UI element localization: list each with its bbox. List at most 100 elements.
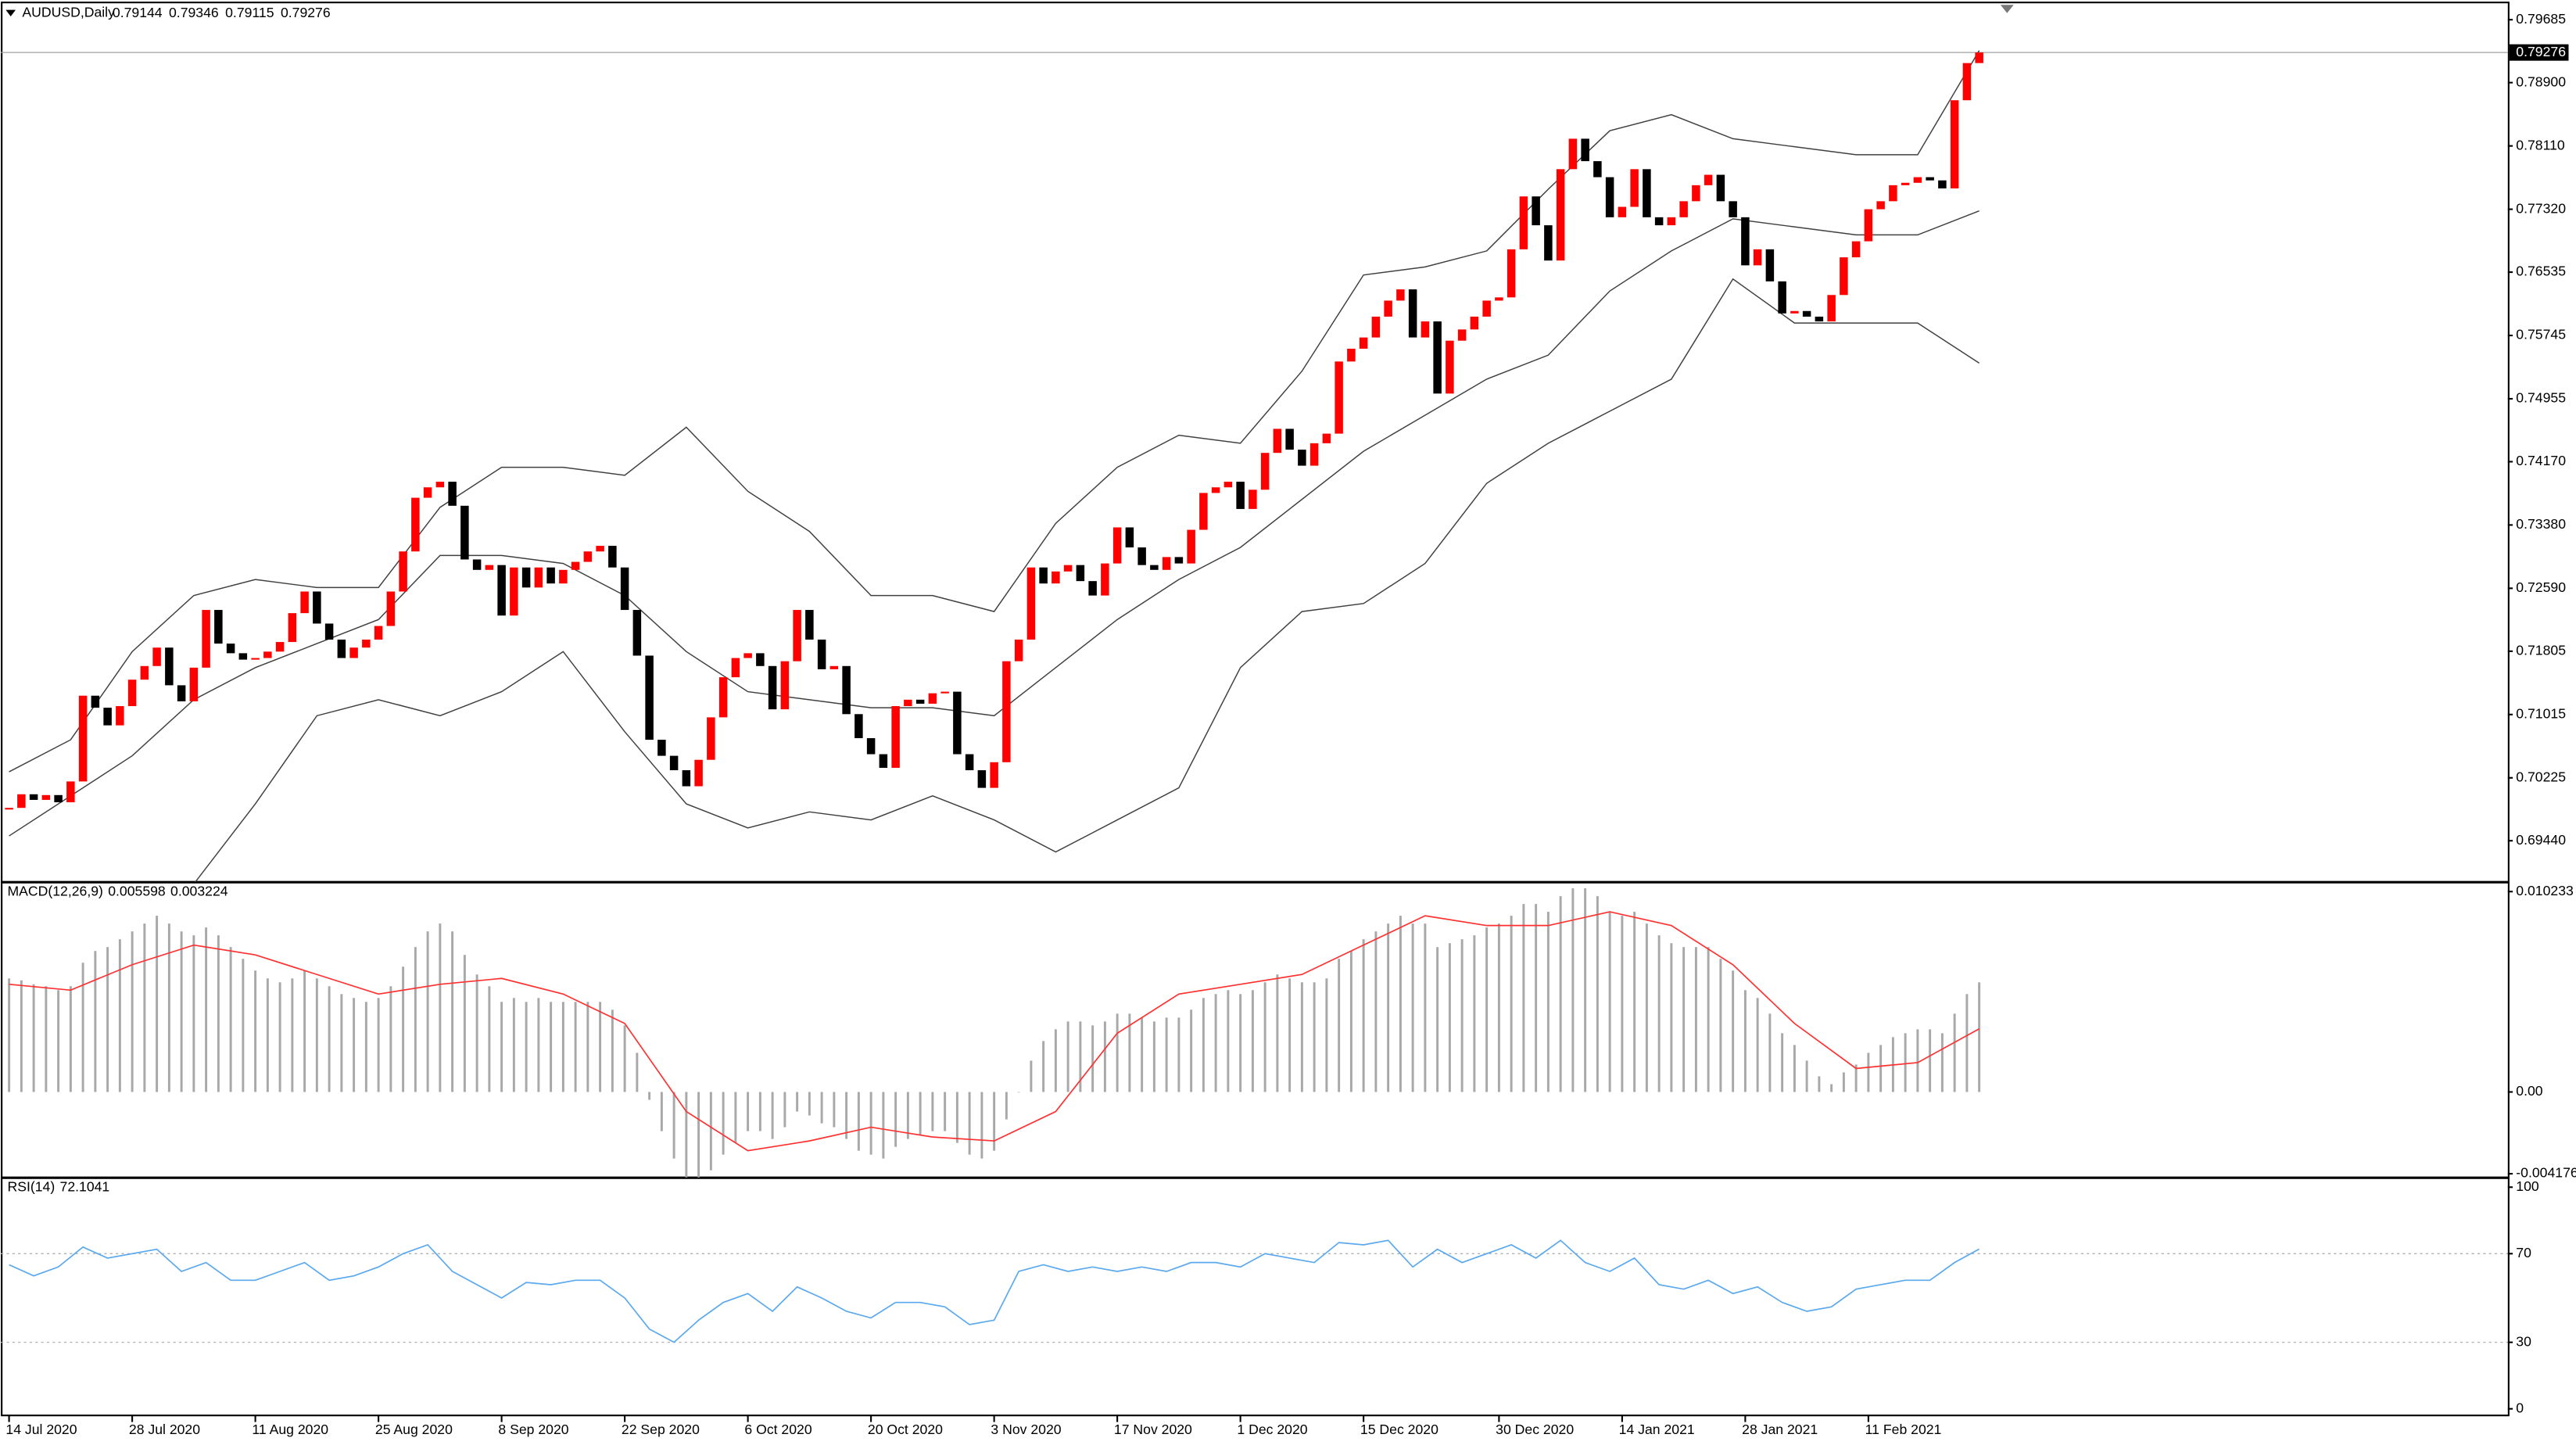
macd-bar xyxy=(1165,1017,1168,1092)
candle xyxy=(1889,185,1897,202)
macd-bar xyxy=(1066,1021,1069,1092)
macd-bar xyxy=(734,1092,737,1143)
macd-bar xyxy=(611,1009,614,1092)
candle xyxy=(485,565,494,570)
candle xyxy=(1298,450,1306,466)
candle xyxy=(1975,52,1983,63)
candle xyxy=(1076,565,1085,582)
shift-marker xyxy=(2000,5,2014,13)
macd-bar xyxy=(1349,951,1352,1092)
macd-bar xyxy=(1338,959,1341,1092)
candle xyxy=(1716,174,1725,202)
symbol-menu[interactable] xyxy=(5,9,16,16)
ohlc-value: 0.79115 xyxy=(225,4,274,20)
macd-bar xyxy=(131,931,134,1092)
macd-bar xyxy=(1128,1013,1131,1092)
macd-bar xyxy=(561,1002,564,1092)
candle xyxy=(66,781,75,803)
macd-bar xyxy=(1879,1045,1883,1092)
macd-bar xyxy=(1657,935,1661,1092)
candle xyxy=(1322,433,1331,443)
macd-bar xyxy=(857,1092,860,1151)
macd-bar xyxy=(1940,1033,1944,1092)
x-tick-label: 11 Feb 2021 xyxy=(1865,1422,1942,1437)
rsi-frame xyxy=(1,1177,2510,1417)
x-tick-label: 15 Dec 2020 xyxy=(1360,1422,1438,1437)
candle xyxy=(1039,567,1048,584)
bollinger-middle xyxy=(9,210,1979,837)
candle xyxy=(152,647,161,666)
macd-bar xyxy=(353,998,356,1092)
macd-bar xyxy=(1743,990,1747,1092)
macd-bar xyxy=(118,939,121,1092)
y-tick-label: 0.70225 xyxy=(2516,769,2566,784)
macd-bar xyxy=(1546,912,1550,1092)
macd-bar xyxy=(303,970,306,1092)
macd-bar xyxy=(1263,982,1267,1092)
macd-bar xyxy=(1030,1060,1033,1092)
candle xyxy=(374,626,383,640)
candle xyxy=(1408,289,1417,338)
candle xyxy=(1101,563,1109,596)
candle xyxy=(1938,180,1947,188)
candle xyxy=(977,770,987,788)
macd-bar xyxy=(1399,916,1402,1092)
candle xyxy=(829,665,839,669)
candle xyxy=(928,693,937,704)
candle xyxy=(1224,482,1233,488)
candle xyxy=(534,567,543,588)
macd-bar xyxy=(1362,939,1365,1092)
macd-bar xyxy=(574,1002,577,1092)
macd-bar xyxy=(599,1002,602,1092)
macd-bar xyxy=(192,935,195,1092)
macd-bar xyxy=(845,1092,848,1139)
macd-bar xyxy=(1965,994,1969,1092)
candle xyxy=(448,482,457,506)
plot-layer: 0.79685 0.78900 0.78110 0.77320 0.76535 0.757… xyxy=(1,11,2576,1437)
candle xyxy=(1926,177,1934,181)
macd-bar xyxy=(1559,896,1562,1092)
macd-bar xyxy=(45,986,48,1092)
candle xyxy=(1605,177,1614,217)
candle xyxy=(608,546,617,568)
macd-bar xyxy=(1497,923,1500,1092)
x-tick-label: 25 Aug 2020 xyxy=(375,1422,453,1437)
macd-bar xyxy=(291,978,294,1092)
macd-bar xyxy=(217,935,220,1092)
candle xyxy=(386,591,396,626)
macd-bar xyxy=(242,959,245,1092)
candle xyxy=(324,623,334,640)
y-tick-label: 0.78900 xyxy=(2516,74,2566,89)
macd-bar xyxy=(882,1092,885,1159)
x-tick-label: 20 Oct 2020 xyxy=(868,1422,943,1437)
candle xyxy=(546,567,555,584)
candle xyxy=(1802,310,1811,317)
candle xyxy=(472,559,482,570)
candle xyxy=(1174,557,1184,564)
candle xyxy=(103,708,112,726)
candle xyxy=(411,497,420,552)
candle xyxy=(1026,567,1036,640)
y-tick-label: 0.72590 xyxy=(2516,579,2566,595)
y-tick-label: 0.77320 xyxy=(2516,200,2566,216)
macd-bar xyxy=(993,1092,996,1151)
macd-bar xyxy=(1251,990,1254,1092)
macd-bar xyxy=(451,931,454,1092)
candle xyxy=(1778,281,1786,314)
candle xyxy=(1765,249,1775,281)
macd-bar xyxy=(1436,947,1439,1092)
candle xyxy=(743,653,752,658)
macd-bar xyxy=(1781,1033,1784,1092)
macd-bar xyxy=(1633,912,1636,1092)
x-tick-label: 6 Oct 2020 xyxy=(744,1422,811,1437)
macd-bar xyxy=(697,1092,700,1178)
candle xyxy=(559,569,568,584)
candle xyxy=(1125,527,1134,548)
macd-bar xyxy=(1842,1072,1845,1092)
x-tick-label: 8 Sep 2020 xyxy=(498,1422,568,1437)
macd-bar xyxy=(1325,978,1328,1092)
candle xyxy=(915,699,925,704)
candle xyxy=(1335,361,1343,434)
macd-bar xyxy=(636,1052,639,1092)
macd-signal-line xyxy=(9,911,1980,1152)
